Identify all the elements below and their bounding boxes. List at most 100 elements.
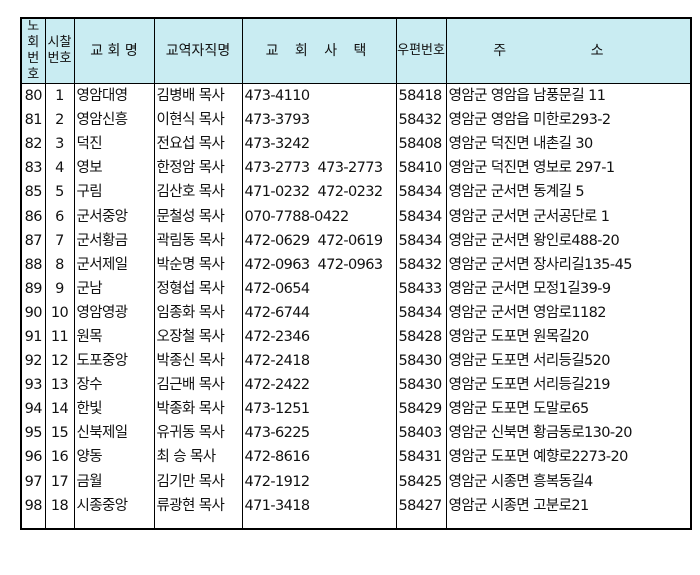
cell-pastor: 박종화 목사 <box>153 397 243 422</box>
cell-phone: 472-0963 472-0963 <box>241 252 397 277</box>
cell-phone: 471-0232 472-0232 <box>241 180 397 205</box>
table-row: 85 5 구림 김산호 목사 471-0232 472-0232 58434 영암군 군서면… <box>20 180 692 205</box>
cell-church: 원목 <box>73 324 155 350</box>
cell-church: 신북제일 <box>73 421 155 446</box>
cell-zip: 58430 <box>395 349 447 374</box>
cell-seq: 3 <box>44 132 75 157</box>
cell-church: 양동 <box>73 445 155 470</box>
cell-phone: 473-1251 <box>241 397 397 422</box>
cell-address: 영암군 신북면 황금동로130-20 <box>445 421 692 446</box>
table-row: 80 1 영암대영 김병배 목사 473-4110 58418 영암군 영암읍 남풍문길 1… <box>20 83 692 109</box>
cell-zip: 58432 <box>395 252 447 277</box>
cell-zip: 58434 <box>395 300 447 325</box>
cell-phone: 473-3242 <box>241 132 397 157</box>
cell-phone: 472-1912 <box>241 469 397 494</box>
cell-zip: 58429 <box>395 397 447 422</box>
cell-phone: 473-2773 473-2773 <box>241 156 397 181</box>
cell-no: 88 <box>20 252 46 277</box>
cell-seq: 13 <box>44 373 75 398</box>
cell-church: 군서황금 <box>73 228 155 253</box>
cell-church: 영암대영 <box>73 83 155 109</box>
cell-pastor: 박순명 목사 <box>153 252 243 277</box>
cell-zip: 58410 <box>395 156 447 181</box>
cell-phone: 473-3793 <box>241 108 397 133</box>
table-row: 94 14 한빛 박종화 목사 473-1251 58429 영암군 도포면 도말로65 <box>20 397 692 422</box>
cell-seq: 2 <box>44 108 75 133</box>
cell-seq: 11 <box>44 324 75 350</box>
table-row: 98 18 시종중앙 류광현 목사 471-3418 58427 영암군 시종면 고분로21 <box>20 493 692 529</box>
cell-address: 영암군 도포면 원목길20 <box>445 324 692 350</box>
table-row: 89 9 군남 정형섭 목사 472-0654 58433 영암군 군서면 모정1길39-9 <box>20 276 692 301</box>
header-row: 노회 번호 시찰 번호 교 회 명 교역자직명 교 회 사 택 우편번호 주 소 <box>20 17 692 84</box>
cell-pastor: 곽림동 목사 <box>153 228 243 253</box>
cell-no: 87 <box>20 228 46 253</box>
cell-address: 영암군 군서면 동계길 5 <box>445 180 692 205</box>
table-row: 96 16 양동 최 승 목사 472-8616 58431 영암군 도포면 예향로2273… <box>20 445 692 470</box>
cell-church: 덕진 <box>73 132 155 157</box>
cell-no: 82 <box>20 132 46 157</box>
header-phone: 교 회 사 택 <box>241 17 397 84</box>
cell-phone: 472-0654 <box>241 276 397 301</box>
cell-church: 군남 <box>73 276 155 301</box>
cell-seq: 4 <box>44 156 75 181</box>
cell-no: 80 <box>20 83 46 109</box>
cell-phone: 471-3418 <box>241 493 397 529</box>
cell-pastor: 류광현 목사 <box>153 493 243 529</box>
cell-zip: 58431 <box>395 445 447 470</box>
cell-zip: 58434 <box>395 204 447 229</box>
cell-address: 영암군 군서면 장사리길135-45 <box>445 252 692 277</box>
cell-seq: 6 <box>44 204 75 229</box>
cell-no: 81 <box>20 108 46 133</box>
cell-church: 군서중앙 <box>73 204 155 229</box>
cell-pastor: 전요섭 목사 <box>153 132 243 157</box>
header-address: 주 소 <box>445 17 692 84</box>
cell-church: 구림 <box>73 180 155 205</box>
cell-pastor: 유귀동 목사 <box>153 421 243 446</box>
cell-zip: 58430 <box>395 373 447 398</box>
table-row: 87 7 군서황금 곽림동 목사 472-0629 472-0619 58434 영암군 군… <box>20 228 692 253</box>
cell-pastor: 정형섭 목사 <box>153 276 243 301</box>
cell-seq: 17 <box>44 469 75 494</box>
cell-pastor: 이현식 목사 <box>153 108 243 133</box>
cell-address: 영암군 시종면 흥복동길4 <box>445 469 692 494</box>
table-row: 81 2 영암신흥 이현식 목사 473-3793 58432 영암군 영암읍 미한로293… <box>20 108 692 133</box>
cell-address: 영암군 도포면 서리등길219 <box>445 373 692 398</box>
cell-seq: 12 <box>44 349 75 374</box>
cell-zip: 58428 <box>395 324 447 350</box>
cell-church: 영보 <box>73 156 155 181</box>
cell-church: 영암신흥 <box>73 108 155 133</box>
cell-zip: 58418 <box>395 83 447 109</box>
cell-phone: 472-6744 <box>241 300 397 325</box>
cell-seq: 9 <box>44 276 75 301</box>
cell-seq: 15 <box>44 421 75 446</box>
cell-phone: 472-8616 <box>241 445 397 470</box>
cell-no: 89 <box>20 276 46 301</box>
cell-address: 영암군 시종면 고분로21 <box>445 493 692 529</box>
table-row: 93 13 장수 김근배 목사 472-2422 58430 영암군 도포면 서리등길219 <box>20 373 692 398</box>
table-row: 82 3 덕진 전요섭 목사 473-3242 58408 영암군 덕진면 내촌길 30 <box>20 132 692 157</box>
header-zip: 우편번호 <box>395 17 447 84</box>
cell-pastor: 문철성 목사 <box>153 204 243 229</box>
cell-zip: 58403 <box>395 421 447 446</box>
cell-zip: 58408 <box>395 132 447 157</box>
cell-no: 96 <box>20 445 46 470</box>
table-row: 95 15 신북제일 유귀동 목사 473-6225 58403 영암군 신북면 황금동로1… <box>20 421 692 446</box>
cell-pastor: 김병배 목사 <box>153 83 243 109</box>
cell-no: 85 <box>20 180 46 205</box>
cell-phone: 472-2346 <box>241 324 397 350</box>
cell-church: 영암영광 <box>73 300 155 325</box>
cell-address: 영암군 도포면 서리등길520 <box>445 349 692 374</box>
cell-pastor: 임종화 목사 <box>153 300 243 325</box>
table-row: 91 11 원목 오장철 목사 472-2346 58428 영암군 도포면 원목길20 <box>20 324 692 350</box>
cell-zip: 58427 <box>395 493 447 529</box>
church-table: 노회 번호 시찰 번호 교 회 명 교역자직명 교 회 사 택 우편번호 주 소… <box>20 17 693 530</box>
table-row: 86 6 군서중앙 문철성 목사 070-7788-0422 58434 영암군 군서면 군… <box>20 204 692 229</box>
cell-address: 영암군 도포면 예향로2273-20 <box>445 445 692 470</box>
cell-no: 97 <box>20 469 46 494</box>
cell-no: 90 <box>20 300 46 325</box>
cell-no: 94 <box>20 397 46 422</box>
cell-pastor: 한정암 목사 <box>153 156 243 181</box>
cell-zip: 58434 <box>395 228 447 253</box>
cell-church: 군서제일 <box>73 252 155 277</box>
cell-address: 영암군 도포면 도말로65 <box>445 397 692 422</box>
